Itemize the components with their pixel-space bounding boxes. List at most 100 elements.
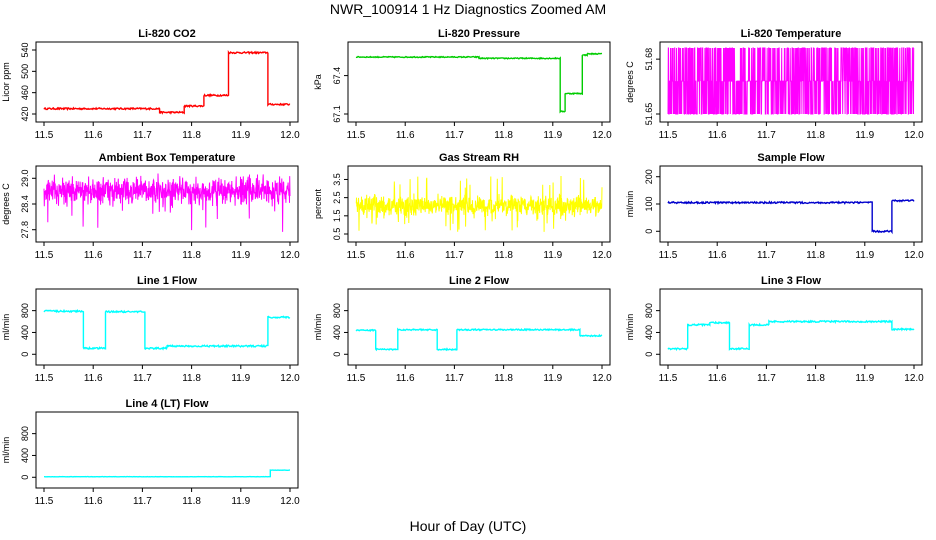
plot-frame <box>35 411 299 489</box>
y-tick-label: 800 <box>332 303 342 318</box>
panel-title: Line 1 Flow <box>137 275 197 287</box>
y-axis-label: kPa <box>313 74 323 90</box>
x-tick-label: 11.7 <box>757 250 776 261</box>
x-tick-label: 11.9 <box>231 250 250 261</box>
x-tick-label: 11.5 <box>35 130 54 141</box>
plot-frame <box>347 288 611 366</box>
y-tick-label: 0.5 <box>332 228 342 241</box>
x-tick-label: 11.8 <box>182 250 201 261</box>
plot-frame <box>659 288 923 366</box>
y-tick-label: 0 <box>20 352 30 357</box>
panel-title: Li-820 Temperature <box>741 28 842 40</box>
y-axis-label: ml/min <box>313 314 323 341</box>
x-tick-label: 11.7 <box>757 373 776 384</box>
x-tick-label: 11.5 <box>659 250 678 261</box>
series-line <box>667 198 915 235</box>
figure-title: NWR_100914 1 Hz Diagnostics Zoomed AM <box>329 1 607 17</box>
x-tick-label: 11.7 <box>445 250 464 261</box>
y-axis-label: ml/min <box>625 191 635 218</box>
x-tick-label: 11.5 <box>659 130 678 141</box>
x-tick-label: 11.8 <box>806 250 825 261</box>
y-axis-label: ml/min <box>625 314 635 341</box>
x-tick-label: 11.8 <box>806 373 825 384</box>
y-tick-label: 28.4 <box>20 195 30 213</box>
x-tick-label: 11.9 <box>231 373 250 384</box>
panel-title: Ambient Box Temperature <box>99 152 236 164</box>
panel-1: Li-820 CO2 Licor ppm 11.5 11.6 11.7 11.8 11.9 1… <box>1 28 300 141</box>
y-tick-label: 67.4 <box>332 67 342 85</box>
panel-9: Line 3 Flow ml/min 11.5 11.6 11.7 11.8 11.9 12.… <box>625 275 924 384</box>
y-tick-label: 51.65 <box>644 103 654 126</box>
x-tick-label: 12.0 <box>280 130 300 141</box>
x-tick-label: 11.7 <box>133 496 152 507</box>
x-tick-label: 11.5 <box>347 250 366 261</box>
plot-frame <box>659 41 923 123</box>
x-tick-label: 11.7 <box>445 130 464 141</box>
plot-frame <box>35 165 299 243</box>
x-tick-label: 11.5 <box>35 250 54 261</box>
x-tick-label: 11.6 <box>708 130 727 141</box>
x-tick-label: 11.9 <box>855 250 874 261</box>
x-tick-label: 11.6 <box>708 373 727 384</box>
x-tick-label: 11.9 <box>543 250 562 261</box>
x-tick-label: 11.5 <box>347 373 366 384</box>
x-tick-label: 11.6 <box>396 130 415 141</box>
x-tick-label: 11.5 <box>659 373 678 384</box>
panel-title: Line 2 Flow <box>449 275 509 287</box>
series-line <box>667 319 915 351</box>
series-line <box>43 173 291 232</box>
x-tick-label: 11.8 <box>182 130 201 141</box>
x-tick-label: 11.6 <box>396 373 415 384</box>
y-tick-label: 400 <box>20 448 30 463</box>
x-tick-label: 11.9 <box>855 130 874 141</box>
y-tick-label: 0 <box>20 475 30 480</box>
y-tick-label: 800 <box>20 426 30 441</box>
x-tick-label: 11.7 <box>133 130 152 141</box>
x-tick-label: 11.8 <box>494 130 513 141</box>
x-tick-label: 12.0 <box>280 250 300 261</box>
y-tick-label: 800 <box>644 303 654 318</box>
x-tick-label: 11.7 <box>133 373 152 384</box>
x-tick-label: 12.0 <box>904 373 924 384</box>
x-tick-label: 11.7 <box>757 130 776 141</box>
x-tick-label: 11.6 <box>84 373 103 384</box>
panel-7: Line 1 Flow ml/min 11.5 11.6 11.7 11.8 11.9 12.… <box>1 275 300 384</box>
x-tick-label: 11.6 <box>84 250 103 261</box>
x-tick-label: 11.9 <box>855 373 874 384</box>
panel-title: Li-820 Pressure <box>438 28 520 40</box>
y-axis-label: ml/min <box>1 314 11 341</box>
x-tick-label: 12.0 <box>904 250 924 261</box>
panel-3: Li-820 Temperature degrees C 11.5 11.6 11.7 1… <box>625 28 924 141</box>
y-tick-label: 800 <box>20 303 30 318</box>
series-line <box>43 308 291 351</box>
x-tick-label: 11.8 <box>182 496 201 507</box>
plot-frame <box>35 41 299 123</box>
panel-2: Li-820 Pressure kPa 11.5 11.6 11.7 11.8 11.9 12… <box>313 28 612 141</box>
y-axis-label: degrees C <box>625 61 635 103</box>
y-tick-label: 100 <box>644 196 654 211</box>
x-tick-label: 11.9 <box>231 496 250 507</box>
x-tick-label: 11.6 <box>396 250 415 261</box>
x-tick-label: 11.5 <box>35 373 54 384</box>
panel-title: Line 3 Flow <box>761 275 821 287</box>
panel-title: Sample Flow <box>757 152 825 164</box>
y-axis-label: degrees C <box>1 183 11 225</box>
x-tick-label: 12.0 <box>280 496 300 507</box>
y-tick-label: 200 <box>644 169 654 184</box>
panel-8: Line 2 Flow ml/min 11.5 11.6 11.7 11.8 11.9 12.… <box>313 275 612 384</box>
x-tick-label: 11.8 <box>806 130 825 141</box>
x-tick-label: 11.8 <box>494 250 513 261</box>
y-tick-label: 1.5 <box>332 210 342 223</box>
series-line <box>355 327 603 352</box>
plot-frame <box>347 165 611 243</box>
y-tick-label: 400 <box>644 325 654 340</box>
y-tick-label: 0 <box>644 229 654 234</box>
x-tick-label: 11.8 <box>182 373 201 384</box>
x-tick-label: 12.0 <box>592 130 612 141</box>
x-tick-label: 11.5 <box>35 496 54 507</box>
panel-10: Line 4 (LT) Flow ml/min 11.5 11.6 11.7 11.8 11… <box>1 398 300 507</box>
panel-title: Li-820 CO2 <box>138 28 195 40</box>
series-line <box>355 52 603 114</box>
panel-title: Line 4 (LT) Flow <box>126 398 209 410</box>
